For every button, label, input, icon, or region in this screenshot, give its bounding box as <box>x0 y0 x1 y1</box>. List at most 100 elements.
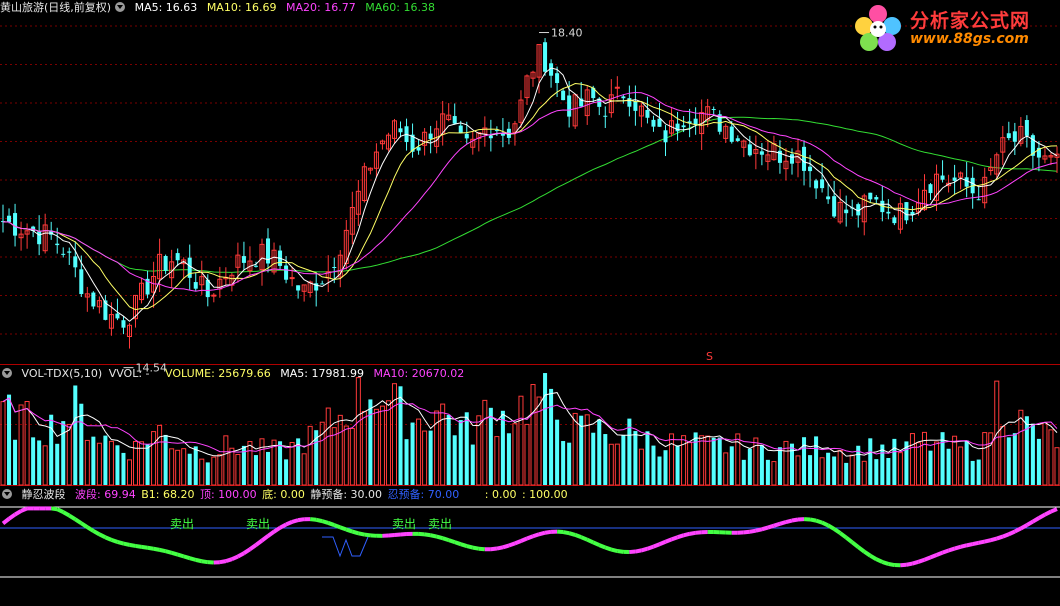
candle <box>145 278 150 295</box>
logo-url[interactable]: www.88gs.com <box>910 31 1029 47</box>
wave-segment <box>791 517 799 523</box>
wave-segment <box>165 549 173 555</box>
volume-bar <box>693 432 698 485</box>
wave-segment <box>129 542 136 548</box>
candle <box>84 293 90 298</box>
volume-bar <box>597 419 602 485</box>
candle <box>579 98 584 107</box>
dropdown-icon[interactable] <box>2 368 12 378</box>
sell-signal-label: 卖出 <box>246 517 270 531</box>
volume-bar <box>681 435 687 486</box>
wave-segment <box>20 506 28 513</box>
volume-bar <box>849 454 855 486</box>
volume-bar <box>404 439 409 485</box>
candle <box>205 279 210 298</box>
candle <box>1000 137 1006 153</box>
wave-segment <box>640 546 648 553</box>
volume-bar <box>994 380 1000 486</box>
candle <box>886 211 891 214</box>
ma5-label: MA5: 16.63 <box>134 1 198 14</box>
volume-bar <box>952 435 958 486</box>
volume-bar <box>759 445 764 485</box>
volume-bar <box>1054 447 1060 486</box>
volume-bar <box>241 445 246 485</box>
wave-segment <box>562 530 570 536</box>
wave-segment <box>279 522 288 530</box>
volume-bar <box>259 438 265 486</box>
volume-bar <box>482 399 488 486</box>
candle <box>61 253 66 255</box>
wave-segment <box>617 549 624 554</box>
volume-bar <box>549 388 554 485</box>
dropdown-icon[interactable] <box>115 2 126 12</box>
wave-segment <box>917 557 926 564</box>
volume-bar <box>151 431 157 486</box>
candle <box>1048 155 1054 158</box>
candle <box>946 182 952 187</box>
candle <box>530 71 536 79</box>
candle <box>910 211 915 215</box>
wave-segment <box>676 533 685 540</box>
candle <box>814 180 819 189</box>
top-label: 顶: 100.00 <box>199 488 257 501</box>
wave-segment <box>98 532 107 540</box>
candle <box>693 118 698 125</box>
candle <box>1006 133 1011 139</box>
volume-bar <box>331 427 337 486</box>
volume-bar <box>253 455 258 485</box>
wave-segment <box>123 541 130 547</box>
volume-bar <box>163 434 168 485</box>
wave-segment <box>755 527 763 533</box>
wave-segment <box>430 533 438 539</box>
wave-segment <box>592 540 601 547</box>
volume-bar <box>687 442 693 486</box>
volume-bar <box>909 433 915 486</box>
volume-bar <box>940 432 945 485</box>
candle <box>543 42 548 72</box>
wave-segment <box>394 532 401 538</box>
wave-segment <box>664 537 673 544</box>
wave-segment <box>177 552 185 559</box>
candle <box>355 190 361 215</box>
wave-segment <box>966 542 974 548</box>
wave-segment <box>135 543 142 549</box>
volume-bar <box>169 448 175 486</box>
dropdown-icon[interactable] <box>2 489 12 499</box>
candle <box>1042 155 1048 160</box>
candle <box>614 86 620 89</box>
candle <box>747 144 752 156</box>
volume-bar <box>379 405 385 486</box>
volume-bar <box>892 438 897 485</box>
candle <box>428 133 433 139</box>
wave-segment <box>996 534 1004 541</box>
wave-segment <box>984 538 992 544</box>
volume-bar <box>729 446 734 485</box>
candle <box>729 126 734 142</box>
vol-indicator-name[interactable]: VOL-TDX(5,10) <box>21 367 103 380</box>
wave-segment <box>351 529 359 536</box>
wave-segment <box>502 543 510 550</box>
candle <box>284 265 289 280</box>
volume-bar <box>518 395 524 486</box>
volume-bar <box>735 433 741 486</box>
candle <box>1036 147 1041 158</box>
candle <box>608 94 614 114</box>
candle <box>777 150 782 163</box>
wave-segment <box>1031 516 1040 524</box>
stock-title[interactable]: 黄山旅游(日线,前复权) <box>0 1 112 14</box>
candle <box>651 119 656 127</box>
wave-segment <box>339 525 347 532</box>
volume-bar <box>126 459 132 486</box>
volume-bar <box>410 422 415 485</box>
candle <box>67 251 72 253</box>
candle <box>783 160 789 170</box>
wave-segment <box>460 542 468 548</box>
volume-bar <box>1036 438 1041 485</box>
wave-segment <box>532 532 540 539</box>
indicator-name[interactable]: 静忍波段 <box>21 488 66 501</box>
volume-bar <box>458 420 463 485</box>
wave-segment <box>743 529 751 535</box>
candle <box>126 324 132 337</box>
wave-segment <box>236 551 245 559</box>
volume-bar <box>657 456 662 485</box>
